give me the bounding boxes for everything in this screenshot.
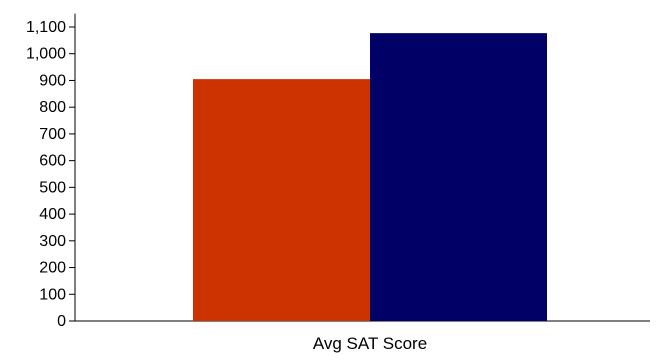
y-tick-label: 900: [39, 72, 66, 89]
y-tick-label: 300: [39, 233, 66, 250]
y-axis: 0 100 200 300 400 500 600 700 800 900 1,000 1,100: [26, 13, 76, 330]
y-tick-label: 200: [39, 260, 66, 277]
y-tick-label: 600: [39, 153, 66, 170]
x-category-label: Avg SAT Score: [313, 334, 427, 353]
bars: [193, 33, 547, 321]
y-tick-label: 0: [57, 313, 66, 330]
y-tick-label: 500: [39, 179, 66, 196]
y-tick-label: 800: [39, 99, 66, 116]
bar-series-1: [193, 79, 370, 321]
y-tick-label: 700: [39, 126, 66, 143]
category-labels: Avg SAT Score: [313, 334, 427, 353]
y-tick-label: 1,000: [26, 46, 66, 63]
y-tick-label: 100: [39, 286, 66, 303]
bar-series-2: [370, 33, 547, 321]
y-tick-label: 1,100: [26, 19, 66, 36]
y-tick-label: 400: [39, 206, 66, 223]
